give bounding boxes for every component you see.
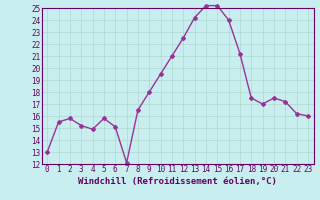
X-axis label: Windchill (Refroidissement éolien,°C): Windchill (Refroidissement éolien,°C) bbox=[78, 177, 277, 186]
